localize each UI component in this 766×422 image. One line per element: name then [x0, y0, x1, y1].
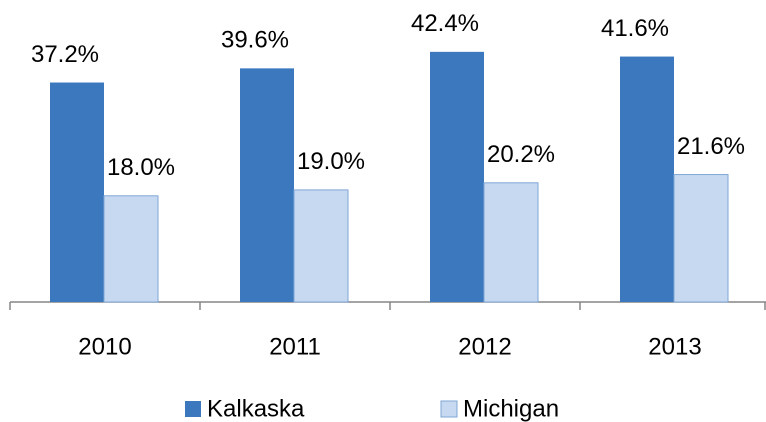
bar	[673, 174, 729, 303]
legend-swatch	[185, 401, 201, 417]
x-tick-label: 2013	[648, 333, 701, 360]
data-label: 42.4%	[411, 10, 479, 37]
x-tick-label: 2011	[269, 333, 321, 360]
bar	[620, 56, 674, 303]
bar	[103, 195, 159, 303]
x-tick-label: 2010	[78, 333, 131, 360]
legend-label: Michigan	[463, 395, 559, 422]
x-tick-label: 2012	[458, 333, 511, 360]
data-label: 41.6%	[601, 15, 669, 42]
legend-label: Kalkaska	[207, 395, 305, 422]
bar	[293, 189, 349, 303]
bar	[430, 51, 484, 303]
legend-swatch	[440, 400, 458, 418]
data-label: 18.0%	[107, 154, 175, 181]
data-label: 20.2%	[487, 141, 555, 168]
data-label: 21.6%	[677, 133, 745, 160]
data-label: 39.6%	[221, 27, 289, 54]
bar	[240, 68, 294, 302]
data-label: 37.2%	[31, 41, 99, 68]
bar	[50, 82, 104, 303]
data-label: 19.0%	[297, 148, 365, 175]
bar	[483, 182, 539, 303]
